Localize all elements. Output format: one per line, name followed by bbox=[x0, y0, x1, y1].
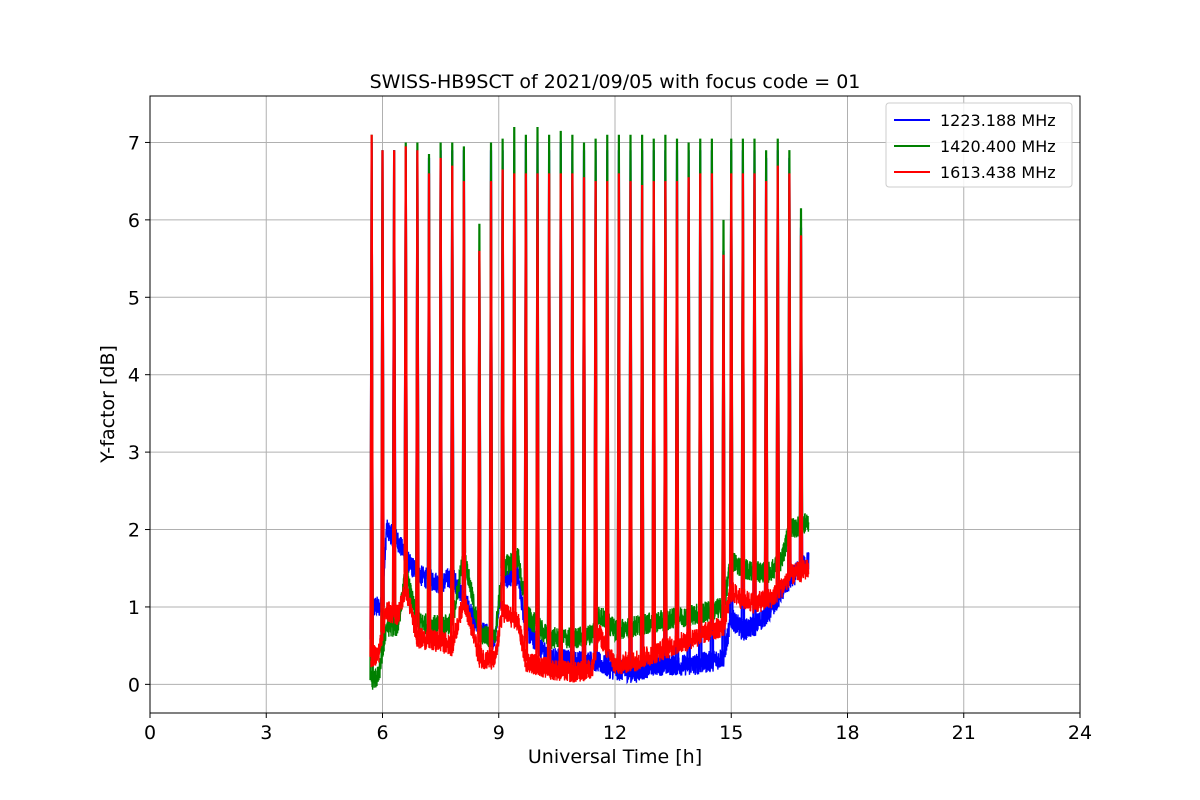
x-tick-label: 15 bbox=[719, 722, 743, 744]
spike-point bbox=[546, 173, 552, 669]
spike-point bbox=[438, 157, 443, 642]
spike-point bbox=[403, 146, 409, 588]
legend-label: 1613.438 MHz bbox=[940, 163, 1056, 182]
x-tick-label: 18 bbox=[835, 722, 859, 744]
chart-title: SWISS-HB9SCT of 2021/09/05 with focus co… bbox=[370, 71, 861, 93]
legend: 1223.188 MHz 1420.400 MHz 1613.438 MHz bbox=[885, 102, 1073, 188]
spike-point bbox=[686, 177, 691, 640]
x-tick-label: 3 bbox=[260, 722, 272, 744]
spike-point bbox=[391, 150, 397, 614]
x-tick-label: 12 bbox=[603, 722, 627, 744]
y-tick-label: 3 bbox=[128, 442, 140, 464]
spike-point bbox=[651, 181, 657, 654]
spike-point bbox=[511, 173, 517, 620]
spike-point bbox=[604, 181, 610, 650]
plot-area bbox=[369, 126, 810, 690]
y-tick-label: 5 bbox=[128, 287, 140, 309]
grid bbox=[149, 96, 1081, 713]
legend-label: 1420.400 MHz bbox=[940, 137, 1056, 156]
spike-point bbox=[728, 173, 734, 592]
spike-point bbox=[415, 150, 420, 638]
y-tick-label: 7 bbox=[128, 132, 140, 154]
spike-point bbox=[369, 134, 374, 657]
spike-point bbox=[523, 173, 529, 662]
spike-point bbox=[639, 185, 645, 659]
spike-point bbox=[570, 173, 575, 673]
spike-point bbox=[663, 181, 668, 649]
x-tick-label: 21 bbox=[952, 722, 976, 744]
spike-point bbox=[593, 181, 598, 652]
x-tick-label: 0 bbox=[144, 722, 156, 744]
spike-point bbox=[697, 173, 703, 635]
series-line bbox=[369, 134, 810, 683]
spike-point bbox=[798, 235, 804, 572]
spike-point bbox=[763, 181, 769, 601]
spike-point bbox=[775, 165, 781, 592]
y-axis-label: Y-factor [dB] bbox=[97, 345, 119, 464]
y-tick-label: 1 bbox=[128, 597, 140, 619]
spike-point bbox=[752, 173, 757, 604]
spike-point bbox=[616, 173, 622, 665]
x-tick-label: 24 bbox=[1068, 722, 1092, 744]
x-axis-label: Universal Time [h] bbox=[528, 746, 702, 768]
legend-box bbox=[885, 102, 1073, 188]
y-tick-label: 6 bbox=[128, 210, 140, 232]
spike-point bbox=[449, 165, 455, 646]
spike-point bbox=[628, 181, 633, 662]
legend-label: 1223.188 MHz bbox=[940, 111, 1056, 130]
y-tick-label: 0 bbox=[128, 674, 140, 696]
spike-point bbox=[426, 173, 432, 640]
spike-point bbox=[709, 173, 715, 631]
spike-point bbox=[558, 173, 564, 671]
spike-point bbox=[721, 254, 726, 627]
y-tick-label: 4 bbox=[128, 365, 140, 387]
series-noise-trace bbox=[370, 559, 810, 683]
spike-point bbox=[787, 173, 792, 576]
spike-point bbox=[380, 150, 385, 633]
spike-point bbox=[500, 169, 505, 611]
spike-point bbox=[488, 181, 494, 661]
spike-point bbox=[581, 177, 587, 671]
spike-point bbox=[535, 173, 540, 666]
spike-point bbox=[674, 181, 680, 645]
spike-point bbox=[740, 173, 746, 600]
spike-point bbox=[461, 181, 467, 600]
series-noise-trace bbox=[370, 513, 810, 690]
x-tick-label: 9 bbox=[493, 722, 505, 744]
y-tick-label: 2 bbox=[128, 520, 140, 542]
spike-point bbox=[477, 250, 482, 658]
x-tick-label: 6 bbox=[376, 722, 388, 744]
